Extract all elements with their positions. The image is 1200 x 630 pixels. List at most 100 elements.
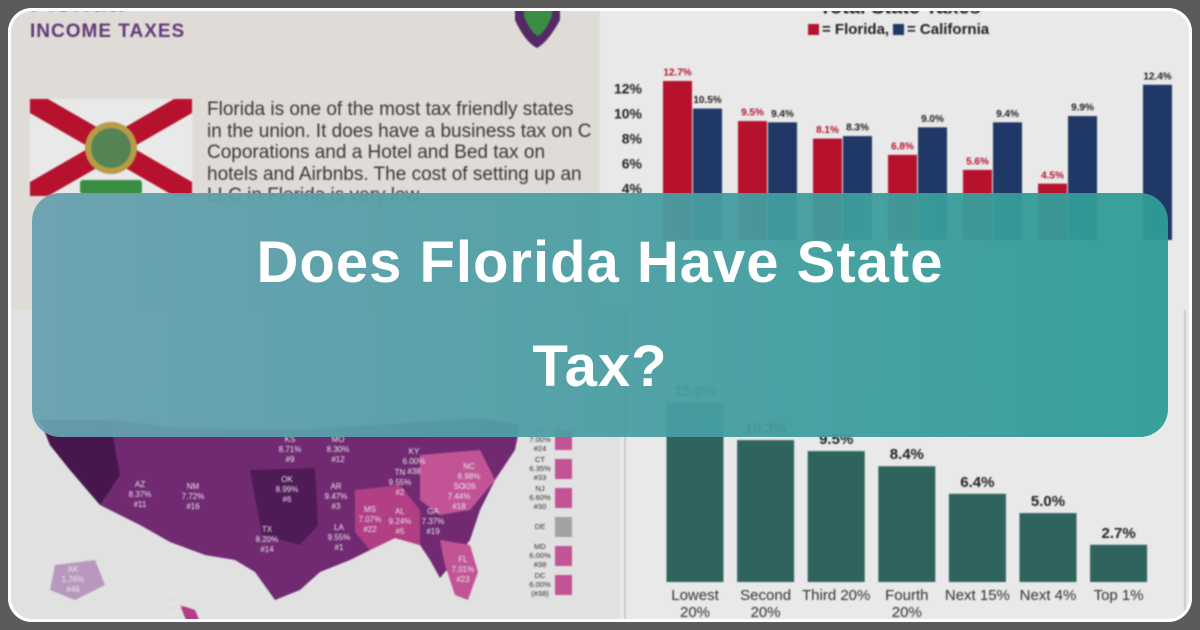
legend-label: #30 (534, 502, 547, 511)
state-label: 8.30% (327, 445, 350, 454)
state-label: 7.01% (452, 565, 475, 574)
legend-label: = California (907, 21, 990, 38)
value-label: 4.5% (1041, 170, 1064, 181)
state-label: #9 (286, 455, 295, 464)
state-label: 8.71% (279, 445, 302, 454)
state-label: HI (168, 590, 176, 599)
value-label: 10.5% (693, 95, 721, 106)
x-tick-label: Third 20% (802, 587, 871, 604)
state-label: AK (68, 565, 79, 574)
legend-label: 6.00% (529, 580, 551, 589)
legend-label: (#38) (531, 589, 549, 598)
title-banner: Does Florida Have State Tax? (32, 193, 1168, 437)
value-label: 12.7% (663, 68, 691, 79)
state-label: 8.99% (276, 485, 299, 494)
x-tick-label: Lowest 20% (671, 587, 719, 621)
state-label: 7.72% (182, 492, 205, 501)
legend-swatch (893, 24, 904, 35)
state-label: #19 (426, 527, 440, 536)
state-label: #11 (134, 500, 147, 509)
value-label: 9.5% (741, 108, 764, 119)
florida-flag (30, 99, 192, 196)
legend-swatch (555, 488, 572, 508)
subtitle: INCOME TAXES (30, 21, 186, 42)
value-label: 6.8% (891, 142, 914, 153)
state-label: #18 (452, 502, 466, 511)
state-label: #14 (260, 545, 274, 554)
legend-label: 6.60% (529, 493, 551, 502)
state-label: 9.55% (389, 478, 412, 487)
map-east (420, 450, 495, 515)
legend-label: = Florida, (822, 21, 889, 38)
state-label: #26 (462, 482, 476, 491)
legend-label: NJ (535, 484, 544, 493)
state-label: 8.20% (256, 535, 279, 544)
value-label: 8.3% (846, 123, 869, 134)
state-label: 9.55% (328, 533, 351, 542)
state-label: 6.98% (458, 472, 481, 481)
state-label: #46 (66, 585, 80, 594)
y-tick-label: 12% (614, 80, 643, 96)
value-label: 5.6% (966, 157, 989, 168)
y-tick-label: 6% (622, 156, 643, 172)
legend-label: #24 (534, 444, 547, 453)
state-label: #12 (331, 455, 345, 464)
article-panel: Florida INCOME TAXES Florida is one of t… (0, 0, 600, 310)
state-label: NM (187, 482, 200, 491)
state-label: #22 (363, 525, 377, 534)
y-tick-label: 8% (622, 131, 643, 147)
state-label: OK (281, 475, 293, 484)
x-tick-label: Fourth 20% (885, 587, 929, 621)
map-south (355, 485, 420, 550)
state-label: SC (453, 482, 464, 491)
state-label: 8.37% (129, 490, 152, 499)
state-label: TN (395, 468, 406, 477)
state-label: LA (334, 523, 344, 532)
state-label: KS (285, 435, 296, 444)
legend-label: DC (535, 571, 546, 580)
value-label: 2.7% (1101, 525, 1135, 542)
state-label: #38 (407, 467, 421, 476)
state-label: MS (364, 505, 376, 514)
state-label: 7.07% (359, 515, 382, 524)
bar (948, 493, 1006, 582)
state-label: KY (409, 447, 420, 456)
state-label: GA (427, 507, 439, 516)
legend-label: 6.00% (529, 551, 551, 560)
frame (8, 8, 1192, 622)
bar (878, 466, 936, 582)
state-label: TX (262, 525, 273, 534)
x-tick-label: Second 20% (740, 587, 792, 621)
state-label: #45 (165, 610, 179, 619)
legend-label: CT (535, 455, 545, 464)
y-tick-label: 4% (622, 181, 643, 197)
x-tick-label: Next 4% (1019, 587, 1077, 604)
legend-label: MD (534, 542, 546, 551)
value-label: 6.4% (960, 474, 994, 491)
bar (1019, 513, 1077, 582)
map-central (250, 468, 318, 545)
legend-swatch (555, 575, 572, 595)
legend-label: 7.00% (529, 435, 551, 444)
state-label: 7.37% (422, 517, 445, 526)
bar (1090, 544, 1148, 582)
state-label: 6.00% (403, 457, 426, 466)
value-label: 5.0% (1031, 493, 1065, 510)
y-tick-label: 10% (614, 106, 643, 122)
state-label: AZ (135, 480, 145, 489)
state-label: MO (332, 435, 345, 444)
value-label: 9.0% (921, 114, 944, 125)
legend-swatch (808, 24, 819, 35)
map-alaska (50, 560, 105, 600)
bar (737, 440, 795, 582)
state-label: #2 (396, 488, 405, 497)
state-label: 9.24% (389, 517, 412, 526)
state-label: #16 (186, 502, 200, 511)
legend-label: #33 (534, 473, 547, 482)
state-label: 7.44% (448, 492, 471, 501)
state-label: 9.47% (325, 492, 348, 501)
x-tick-label: Top 1% (1093, 587, 1144, 604)
state-label: #5 (396, 527, 405, 536)
legend-swatch (555, 546, 572, 566)
